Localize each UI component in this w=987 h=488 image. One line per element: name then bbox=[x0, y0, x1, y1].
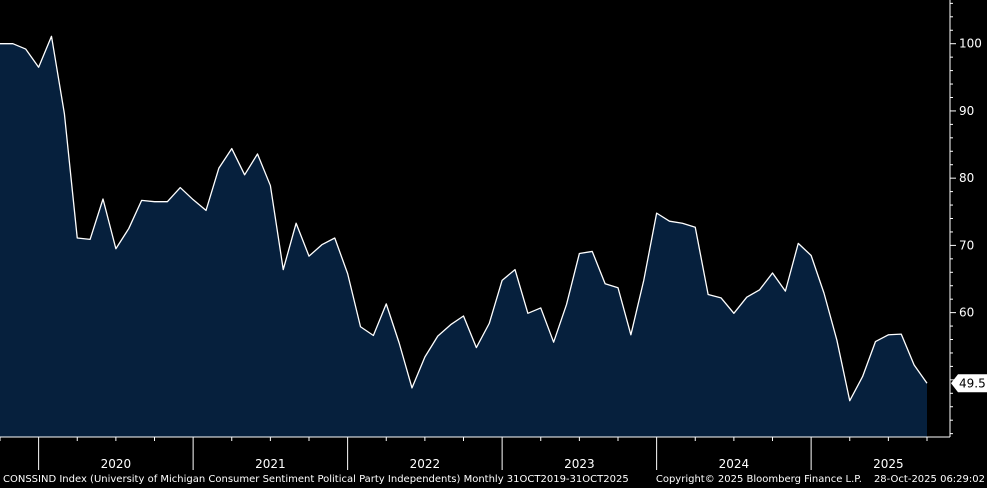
x-year-label-2020: 2020 bbox=[101, 457, 132, 470]
last-value-badge bbox=[951, 374, 987, 393]
series-description: CONSSIND Index (University of Michigan C… bbox=[3, 474, 629, 485]
y-tick-label-80: 80 bbox=[959, 171, 974, 185]
series-area bbox=[0, 36, 927, 438]
y-tick-label-90: 90 bbox=[959, 104, 974, 118]
last-value-marker: 49.5 bbox=[951, 374, 987, 393]
plot-area bbox=[0, 35, 928, 438]
y-tick-label-70: 70 bbox=[959, 238, 974, 252]
x-year-label-2024: 2024 bbox=[719, 457, 750, 470]
x-year-label-2023: 2023 bbox=[564, 457, 595, 470]
timestamp: 28-Oct-2025 06:29:02 bbox=[873, 474, 985, 485]
x-year-label-2025: 2025 bbox=[873, 457, 904, 470]
x-axis: 2020 2021 2022 2023 2024 2025 bbox=[0, 436, 950, 470]
y-tick-label-60: 60 bbox=[959, 306, 974, 320]
x-year-label-2021: 2021 bbox=[255, 457, 286, 470]
x-year-label-2022: 2022 bbox=[410, 457, 441, 470]
chart-svg: 60 70 80 90 100 2020 2021 2022 2023 2024 2025 49.… bbox=[0, 0, 987, 470]
copyright-notice: Copyright© 2025 Bloomberg Finance L.P. bbox=[655, 474, 862, 485]
y-axis: 60 70 80 90 100 bbox=[949, 0, 982, 437]
series-line bbox=[0, 35, 928, 402]
footer-right: Copyright© 2025 Bloomberg Finance L.P. 2… bbox=[656, 473, 987, 488]
footer: CONSSIND Index (University of Michigan C… bbox=[3, 473, 987, 488]
last-value-label: 49.5 bbox=[959, 377, 986, 391]
y-tick-label-100: 100 bbox=[959, 37, 982, 51]
